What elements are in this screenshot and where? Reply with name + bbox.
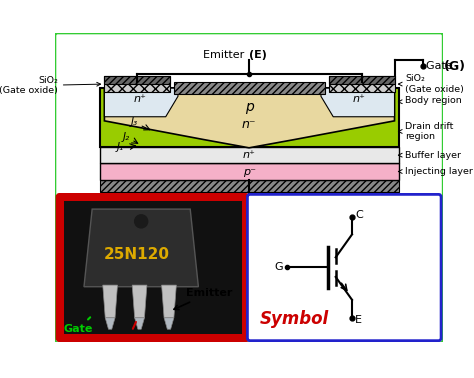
Text: SiO₂
(Gate oxide): SiO₂ (Gate oxide) xyxy=(0,76,100,95)
Text: Body region: Body region xyxy=(398,96,462,105)
Text: Drain drift
region: Drain drift region xyxy=(398,122,454,141)
Bar xyxy=(64,201,242,334)
Bar xyxy=(329,76,394,92)
Text: Collector: Collector xyxy=(100,322,156,344)
Text: Collector: Collector xyxy=(252,208,304,218)
Bar xyxy=(104,76,170,84)
Text: 25N120: 25N120 xyxy=(104,246,170,262)
Text: Injecting layer: Injecting layer xyxy=(398,167,473,176)
Text: SiO₂
(Gate oxide): SiO₂ (Gate oxide) xyxy=(398,74,464,94)
Text: n⁺: n⁺ xyxy=(243,150,255,160)
Polygon shape xyxy=(135,318,145,329)
Text: J₁: J₁ xyxy=(117,142,124,152)
Text: p⁻: p⁻ xyxy=(243,166,255,177)
Text: (E): (E) xyxy=(249,50,267,60)
Text: n⁺: n⁺ xyxy=(133,94,146,104)
Text: n⁺: n⁺ xyxy=(353,94,366,104)
Text: E: E xyxy=(356,315,362,325)
Text: J₂: J₂ xyxy=(123,132,130,142)
Polygon shape xyxy=(104,88,394,148)
Text: Emitter: Emitter xyxy=(174,288,233,310)
Polygon shape xyxy=(164,318,174,329)
Bar xyxy=(104,76,170,92)
Text: J₃: J₃ xyxy=(131,118,138,127)
Text: Gate: Gate xyxy=(427,61,456,71)
Polygon shape xyxy=(321,88,394,117)
Text: C: C xyxy=(356,210,363,220)
Polygon shape xyxy=(104,88,178,117)
Bar xyxy=(100,163,399,180)
Text: Buffer layer: Buffer layer xyxy=(398,151,461,160)
Bar xyxy=(329,76,394,84)
Text: n⁻: n⁻ xyxy=(242,118,256,132)
FancyBboxPatch shape xyxy=(55,33,444,343)
FancyBboxPatch shape xyxy=(57,194,248,341)
Text: G: G xyxy=(274,262,283,272)
Bar xyxy=(100,147,399,163)
Bar xyxy=(174,82,325,94)
Polygon shape xyxy=(162,285,176,318)
Text: p: p xyxy=(245,100,254,114)
Polygon shape xyxy=(103,285,118,318)
Bar xyxy=(100,88,399,147)
Text: Structure: Structure xyxy=(100,217,190,234)
Text: Gate: Gate xyxy=(64,317,93,334)
Text: Emitter: Emitter xyxy=(203,50,247,60)
Text: Symbol: Symbol xyxy=(260,310,329,328)
Bar xyxy=(100,180,399,192)
Polygon shape xyxy=(132,285,147,318)
Text: (G): (G) xyxy=(444,60,465,73)
Polygon shape xyxy=(84,209,199,287)
FancyBboxPatch shape xyxy=(247,194,441,341)
Polygon shape xyxy=(105,318,115,329)
Circle shape xyxy=(135,215,148,228)
Text: (C): (C) xyxy=(288,208,309,221)
